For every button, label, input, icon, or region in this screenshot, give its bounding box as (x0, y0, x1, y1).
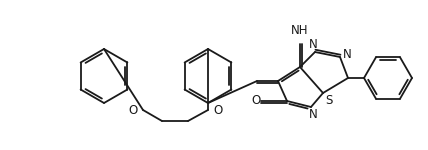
Text: O: O (251, 94, 261, 108)
Text: NH: NH (291, 24, 309, 37)
Text: N: N (343, 48, 351, 62)
Text: N: N (309, 39, 318, 51)
Text: O: O (129, 105, 138, 117)
Text: S: S (325, 93, 333, 106)
Text: O: O (213, 105, 222, 117)
Text: N: N (309, 108, 318, 120)
